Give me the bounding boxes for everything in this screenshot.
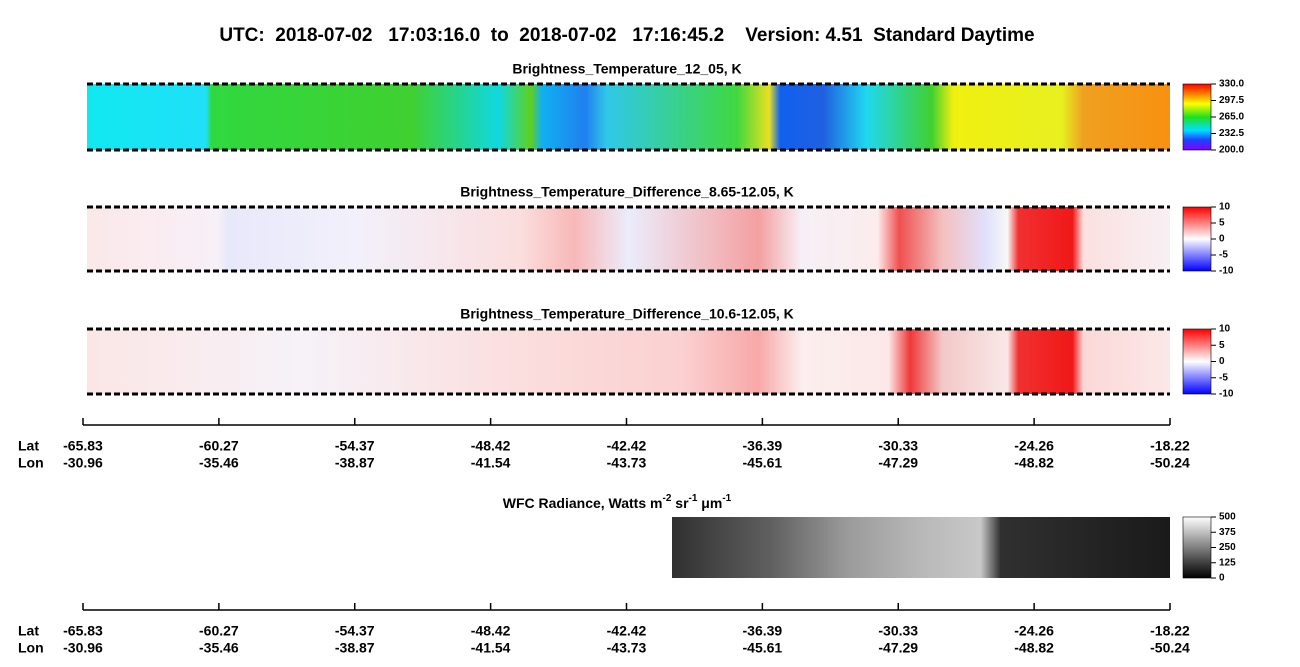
lon-tick-label: -43.73	[607, 455, 647, 471]
lat-tick-label: -36.39	[743, 623, 783, 639]
colorbar-tick-label: 297.5	[1219, 95, 1244, 106]
lon-tick-label: -41.54	[471, 640, 511, 656]
colorbar-tick-label: -5	[1219, 372, 1228, 383]
title-part: μm	[697, 495, 722, 511]
lon-tick-label: -41.54	[471, 455, 511, 471]
lat-tick-label: -60.27	[199, 623, 239, 639]
lon-tick-label: -38.87	[335, 640, 375, 656]
axis-label: Lat	[18, 623, 39, 639]
lon-tick-label: -50.24	[1150, 640, 1190, 656]
lat-tick-label: -65.83	[63, 623, 103, 639]
colorbar	[1182, 328, 1212, 395]
lon-tick-label: -38.87	[335, 455, 375, 471]
colorbar-tick-label: 10	[1219, 202, 1231, 213]
title-part: -2	[662, 493, 671, 504]
colorbar-tick-label: 0	[1219, 356, 1225, 367]
lon-tick-label: -30.96	[63, 640, 103, 656]
lon-tick-label: -45.61	[743, 455, 783, 471]
colorbar-tick-label: 5	[1219, 340, 1225, 351]
lat-tick-label: -42.42	[607, 623, 647, 639]
lat-tick-label: -54.37	[335, 438, 375, 454]
lat-tick-label: -48.42	[471, 623, 511, 639]
axis-label: Lon	[18, 640, 44, 656]
colorbar-tick-label: 265.0	[1219, 112, 1244, 123]
colorbar-tick-label: 5	[1219, 218, 1225, 229]
lat-tick-label: -36.39	[743, 438, 783, 454]
lat-tick-label: -24.26	[1014, 623, 1054, 639]
colorbar	[1182, 83, 1212, 151]
axis-label: Lon	[18, 455, 44, 471]
colorbar	[1182, 206, 1212, 272]
lon-tick-label: -35.46	[199, 455, 239, 471]
lat-tick-label: -60.27	[199, 438, 239, 454]
panel-title: Brightness_Temperature_Difference_10.6-1…	[460, 306, 794, 322]
panel-title: Brightness_Temperature_Difference_8.65-1…	[460, 184, 794, 200]
lat-tick-label: -30.33	[878, 438, 918, 454]
image-panel	[672, 517, 1170, 578]
lon-tick-label: -48.82	[1014, 455, 1054, 471]
colorbar-tick-label: 232.5	[1219, 128, 1244, 139]
lon-tick-label: -50.24	[1150, 455, 1190, 471]
lon-tick-label: -48.82	[1014, 640, 1054, 656]
colorbar-tick-label: 500	[1219, 512, 1236, 523]
colorbar-tick-label: 375	[1219, 527, 1236, 538]
lat-tick-label: -24.26	[1014, 438, 1054, 454]
lat-tick-label: -65.83	[63, 438, 103, 454]
title-part: -1	[722, 493, 731, 504]
colorbar-tick-label: -5	[1219, 250, 1228, 261]
colorbar-tick-label: -10	[1219, 266, 1234, 277]
lat-tick-label: -42.42	[607, 438, 647, 454]
image-panel	[87, 329, 1170, 394]
colorbar-tick-label: -10	[1219, 389, 1234, 400]
lat-tick-label: -54.37	[335, 623, 375, 639]
title-part: -1	[689, 493, 698, 504]
colorbar-tick-label: 200.0	[1219, 145, 1244, 156]
image-panel	[87, 84, 1170, 150]
lon-tick-label: -47.29	[878, 455, 918, 471]
colorbar-tick-label: 10	[1219, 324, 1231, 335]
lon-tick-label: -47.29	[878, 640, 918, 656]
lat-tick-label: -30.33	[878, 623, 918, 639]
title-part: WFC Radiance, Watts m	[503, 495, 663, 511]
colorbar-tick-label: 0	[1219, 234, 1225, 245]
panel-title: Brightness_Temperature_12_05, K	[512, 61, 741, 77]
lon-tick-label: -35.46	[199, 640, 239, 656]
image-panel	[87, 207, 1170, 271]
colorbar-tick-label: 330.0	[1219, 79, 1244, 90]
lat-tick-label: -48.42	[471, 438, 511, 454]
lon-tick-label: -30.96	[63, 455, 103, 471]
title-part: sr	[671, 495, 689, 511]
panel-title: WFC Radiance, Watts m-2 sr-1 μm-1	[503, 493, 732, 511]
colorbar	[1182, 516, 1212, 579]
lon-tick-label: -45.61	[743, 640, 783, 656]
lat-tick-label: -18.22	[1150, 623, 1190, 639]
axis-label: Lat	[18, 438, 39, 454]
lon-tick-label: -43.73	[607, 640, 647, 656]
page-title: UTC: 2018-07-02 17:03:16.0 to 2018-07-02…	[219, 25, 1034, 46]
lat-tick-label: -18.22	[1150, 438, 1190, 454]
colorbar-tick-label: 125	[1219, 557, 1236, 568]
colorbar-tick-label: 0	[1219, 573, 1225, 584]
colorbar-tick-label: 250	[1219, 542, 1236, 553]
